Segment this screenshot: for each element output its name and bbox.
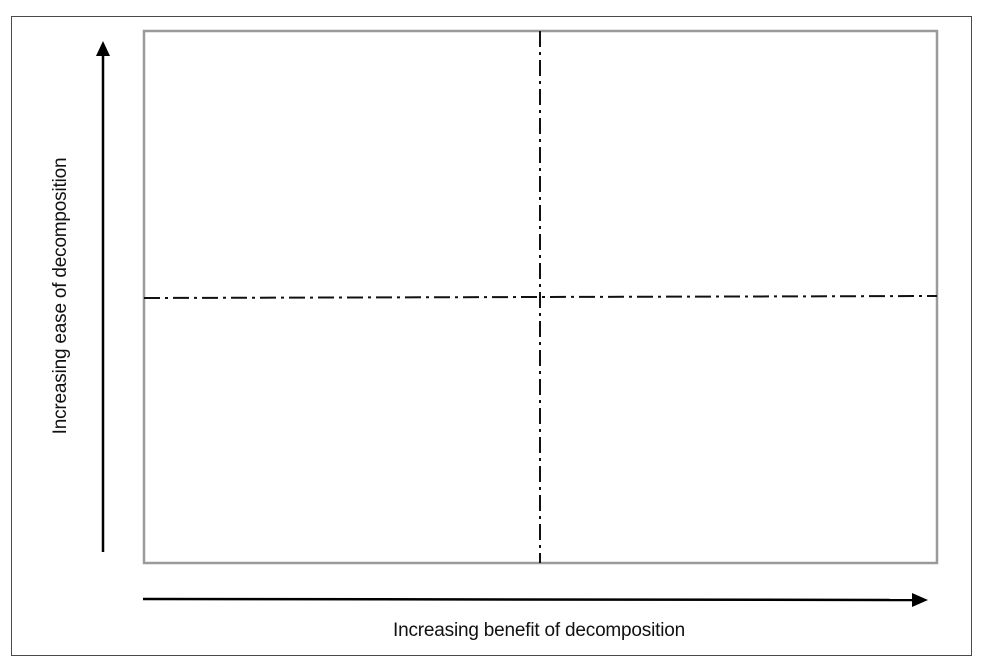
figure-frame <box>11 16 972 656</box>
x-axis-arrow <box>142 597 916 602</box>
horizontal-divider <box>143 295 938 299</box>
x-axis-arrowhead <box>912 593 928 607</box>
y-axis-label: Increasing ease of decomposition <box>50 157 71 435</box>
y-axis-arrowhead <box>96 41 110 56</box>
x-axis-label: Increasing benefit of decomposition <box>393 620 685 641</box>
